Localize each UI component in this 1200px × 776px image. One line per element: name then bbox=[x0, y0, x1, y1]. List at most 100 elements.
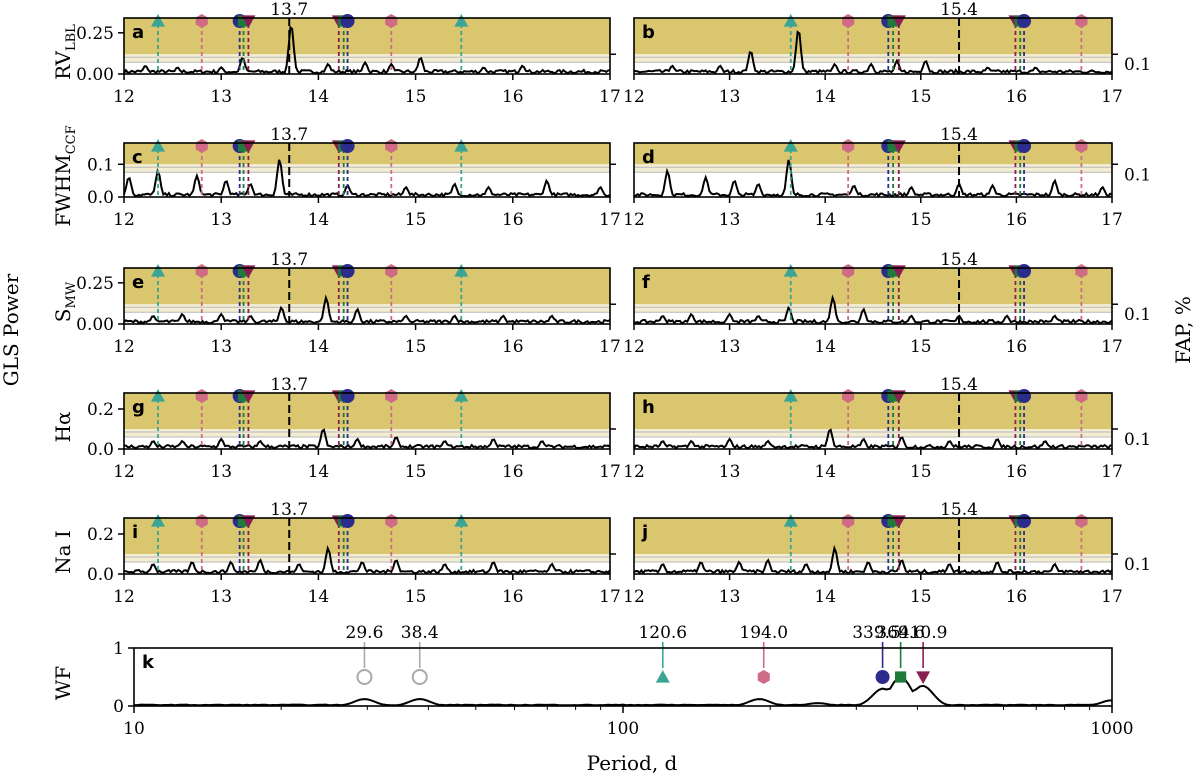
x-tick-label: 16 bbox=[1006, 87, 1028, 107]
fap-band bbox=[634, 18, 1112, 55]
panel-y-label-subscript: LBL bbox=[64, 24, 79, 51]
x-tick-label: 17 bbox=[599, 587, 621, 607]
marker-teal-triangle-up bbox=[151, 14, 166, 27]
x-tick-label: 13 bbox=[719, 87, 741, 107]
marker-teal-triangle-up bbox=[151, 514, 166, 527]
marker-green-square bbox=[237, 15, 250, 27]
marker-teal-triangle-up bbox=[151, 264, 166, 277]
panel-letter: d bbox=[642, 147, 655, 168]
periodogram-line bbox=[123, 159, 611, 199]
marked-period-label: 13.7 bbox=[270, 250, 308, 270]
marker-teal-triangle-up bbox=[151, 389, 166, 402]
periodogram-line bbox=[123, 545, 611, 575]
marker-label: 120.6 bbox=[638, 623, 687, 643]
x-tick-label: 15 bbox=[910, 587, 932, 607]
y-tick-label: 0.0 bbox=[87, 440, 114, 460]
marker-navy-circle bbox=[340, 389, 355, 403]
periodogram-line bbox=[633, 544, 1113, 576]
marker-navy-circle bbox=[875, 670, 890, 684]
marker-teal-triangle-up bbox=[151, 139, 166, 152]
panel-letter: f bbox=[642, 272, 650, 293]
y-tick-label: 0.25 bbox=[76, 274, 114, 294]
panel-letter: c bbox=[132, 147, 143, 168]
panel-frame bbox=[633, 517, 1113, 575]
panel-letter: h bbox=[642, 397, 655, 418]
fap-band-light bbox=[634, 429, 1112, 437]
marked-period-label: 15.4 bbox=[940, 250, 978, 270]
marker-teal-triangle-up bbox=[783, 14, 798, 27]
x-tick-label: 16 bbox=[1006, 337, 1028, 357]
fap-tick-label: 0.1 bbox=[1124, 165, 1151, 185]
x-tick-label: 15 bbox=[910, 462, 932, 482]
panel-frame bbox=[633, 392, 1113, 450]
fap-band bbox=[634, 143, 1112, 165]
marker-green-square bbox=[237, 140, 250, 152]
panel-y-label-subscript: MW bbox=[64, 281, 79, 308]
panel-g: 13.7 g 12 13 14 15 16 17 0.0 0.2 Hα bbox=[51, 375, 621, 482]
x-tick-label: 1000 bbox=[1090, 719, 1133, 739]
marker-navy-circle bbox=[340, 139, 355, 153]
x-tick-label: 17 bbox=[599, 87, 621, 107]
fap-band-light bbox=[124, 54, 610, 63]
marker-teal-triangle-up bbox=[783, 389, 798, 402]
x-tick-label: 13 bbox=[210, 210, 232, 230]
panel-frame bbox=[123, 17, 611, 75]
x-tick-label: 17 bbox=[599, 337, 621, 357]
panel-y-label: FWHMCCF bbox=[51, 125, 79, 226]
fap-band-light bbox=[124, 554, 610, 562]
x-tick-label: 12 bbox=[113, 587, 135, 607]
fap-tick-label: 0.1 bbox=[1124, 555, 1151, 575]
marker-green-square bbox=[887, 390, 899, 402]
panel-frame bbox=[133, 647, 1113, 707]
x-tick-label: 13 bbox=[210, 587, 232, 607]
fap-band bbox=[634, 393, 1112, 429]
panel-h: 0.1 15.4 h 12 13 14 15 16 17 bbox=[623, 375, 1151, 482]
panel-j: 0.1 15.4 j 12 13 14 15 16 17 bbox=[623, 500, 1151, 607]
x-tick-label: 12 bbox=[623, 210, 645, 230]
panel-letter: g bbox=[132, 397, 145, 418]
x-tick-label: 14 bbox=[308, 587, 330, 607]
marked-period-label: 15.4 bbox=[940, 125, 978, 145]
x-tick-label: 14 bbox=[814, 210, 836, 230]
panel-b: 0.1 15.4 b 12 13 14 15 16 17 bbox=[623, 0, 1151, 107]
x-tick-label: 12 bbox=[113, 210, 135, 230]
panel-letter: a bbox=[132, 22, 144, 43]
x-tick-label: 16 bbox=[1006, 210, 1028, 230]
fap-band-light bbox=[124, 429, 610, 437]
periodogram-line bbox=[124, 428, 611, 451]
marker-label: 38.4 bbox=[401, 623, 439, 643]
marked-period-label: 15.4 bbox=[940, 0, 978, 20]
y-tick-label: 0.2 bbox=[87, 525, 114, 545]
y-tick-label: 1 bbox=[113, 639, 124, 659]
marker-green-square bbox=[237, 390, 250, 402]
panel-frame bbox=[123, 267, 611, 325]
marker-teal-triangle-up bbox=[783, 139, 798, 152]
fap-band-light bbox=[634, 164, 1112, 173]
panel-y-label: Na I bbox=[51, 530, 75, 574]
y-tick-label: 0 bbox=[113, 697, 124, 717]
x-tick-label: 14 bbox=[308, 87, 330, 107]
periodogram-line bbox=[123, 294, 611, 326]
marker-green-square bbox=[237, 265, 250, 277]
marker-navy-circle bbox=[1017, 139, 1032, 153]
panel-y-label: Hα bbox=[51, 412, 75, 443]
fap-tick-label: 0.1 bbox=[1124, 430, 1151, 450]
marked-period-label: 13.7 bbox=[270, 375, 308, 395]
panel-letter: j bbox=[641, 522, 648, 543]
y-axis-label-left: GLS Power bbox=[0, 273, 23, 386]
x-tick-label: 16 bbox=[1006, 462, 1028, 482]
panel-d: 0.1 15.4 d 12 13 14 15 16 17 bbox=[623, 125, 1151, 230]
x-tick-label: 13 bbox=[210, 462, 232, 482]
marker-label: 339.5 bbox=[852, 623, 901, 643]
marker-navy-circle bbox=[340, 14, 355, 28]
marker-green-square bbox=[895, 671, 907, 683]
marker-teal-triangle-up bbox=[783, 514, 798, 527]
fap-tick-label: 0.1 bbox=[1124, 305, 1151, 325]
y-axis-label-right: FAP, % bbox=[1171, 296, 1195, 364]
marker-label: 369.6 bbox=[876, 623, 925, 643]
